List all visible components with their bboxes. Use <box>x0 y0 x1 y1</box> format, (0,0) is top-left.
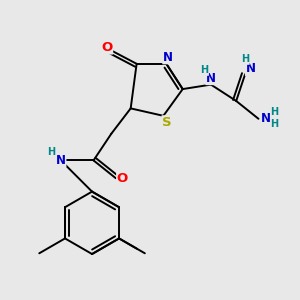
Text: H: H <box>270 107 278 117</box>
Text: H: H <box>47 147 56 157</box>
Text: N: N <box>163 51 173 64</box>
Text: H: H <box>200 65 208 75</box>
Text: N: N <box>245 62 256 75</box>
Text: O: O <box>117 172 128 185</box>
Text: O: O <box>101 41 112 54</box>
Text: N: N <box>56 154 66 167</box>
Text: H: H <box>270 119 278 129</box>
Text: H: H <box>241 54 249 64</box>
Text: S: S <box>162 116 172 129</box>
Text: N: N <box>261 112 271 125</box>
Text: N: N <box>206 72 216 85</box>
